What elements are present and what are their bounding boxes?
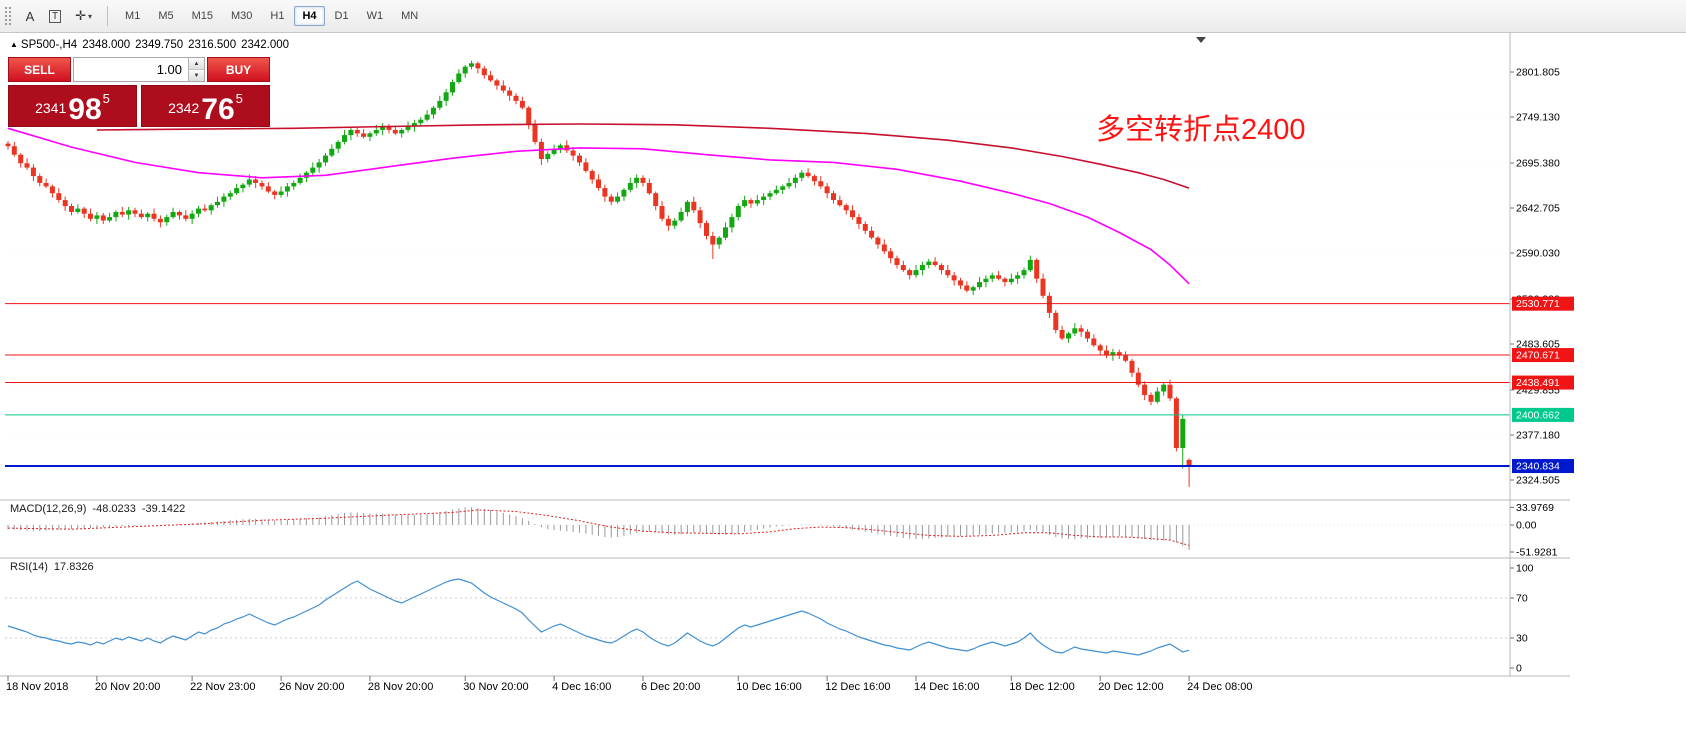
crosshair-tool-button[interactable]: ✛ ▾ <box>68 4 99 28</box>
ma-fast-line <box>7 127 1190 285</box>
chart-shift-marker[interactable] <box>1196 37 1206 43</box>
svg-text:2749.130: 2749.130 <box>1516 112 1560 124</box>
volume-input[interactable]: 1.00 ▲ ▼ <box>73 57 205 82</box>
ohlc-high: 2349.750 <box>135 39 184 51</box>
timeframe-h4-button[interactable]: H4 <box>294 6 325 26</box>
svg-text:4 Dec 16:00: 4 Dec 16:00 <box>552 681 611 693</box>
svg-text:2400.662: 2400.662 <box>1516 409 1560 421</box>
svg-text:18 Nov 2018: 18 Nov 2018 <box>6 681 68 693</box>
timeframe-h1-button[interactable]: H1 <box>262 6 292 26</box>
svg-text:0.00: 0.00 <box>1516 520 1537 532</box>
svg-text:70: 70 <box>1516 593 1528 605</box>
collapse-triangle-icon[interactable]: ▲ <box>10 40 18 49</box>
svg-text:2324.505: 2324.505 <box>1516 474 1560 486</box>
symbol-name: SP500-,H4 <box>20 39 78 51</box>
svg-text:2470.671: 2470.671 <box>1516 350 1560 362</box>
rsi-line <box>7 578 1190 656</box>
price-level-tag <box>1512 375 1574 390</box>
svg-text:12 Dec 16:00: 12 Dec 16:00 <box>825 681 890 693</box>
svg-text:22 Nov 23:00: 22 Nov 23:00 <box>190 681 255 693</box>
chevron-down-icon: ▾ <box>88 11 93 21</box>
toolbar-separator <box>107 6 109 26</box>
chart-text-annotation: 多空转折点2400 <box>1096 114 1306 146</box>
macd-indicator-label: MACD(12,26,9) -48.0233 -39.1422 <box>10 503 191 515</box>
svg-text:2642.705: 2642.705 <box>1516 202 1560 214</box>
timeframe-m15-button[interactable]: M15 <box>184 6 221 26</box>
svg-text:2801.805: 2801.805 <box>1516 67 1560 79</box>
ma-slow-line <box>96 123 1190 189</box>
volume-decrease-button[interactable]: ▼ <box>189 70 204 81</box>
svg-text:30: 30 <box>1516 633 1528 645</box>
svg-text:100: 100 <box>1516 563 1534 575</box>
svg-text:10 Dec 16:00: 10 Dec 16:00 <box>736 681 801 693</box>
macd-histogram <box>7 507 1190 550</box>
text-tool-icon: T <box>49 9 62 23</box>
svg-text:20 Dec 12:00: 20 Dec 12:00 <box>1098 681 1163 693</box>
svg-text:2438.491: 2438.491 <box>1516 377 1560 389</box>
timeframe-d1-button[interactable]: D1 <box>327 6 357 26</box>
bid-prefix: 2341 <box>35 100 67 116</box>
timeframe-m5-button[interactable]: M5 <box>150 6 181 26</box>
svg-text:28 Nov 20:00: 28 Nov 20:00 <box>368 681 433 693</box>
svg-text:24 Dec 08:00: 24 Dec 08:00 <box>1187 681 1252 693</box>
arrow-tool-button[interactable]: A <box>18 4 42 28</box>
macd-signal-line <box>7 509 1190 546</box>
svg-text:14 Dec 16:00: 14 Dec 16:00 <box>914 681 979 693</box>
timeframe-w1-button[interactable]: W1 <box>359 6 392 26</box>
ohlc-low: 2316.500 <box>188 39 237 51</box>
macd-value: -48.0233 <box>92 503 136 515</box>
bid-pip-digit: 5 <box>102 91 110 106</box>
macd-signal-value: -39.1422 <box>141 503 186 515</box>
symbol-ohlc-header: ▲ SP500-,H4 2348.000 2349.750 2316.500 2342.0… <box>10 39 294 51</box>
svg-text:18 Dec 12:00: 18 Dec 12:00 <box>1009 681 1074 693</box>
svg-text:6 Dec 20:00: 6 Dec 20:00 <box>641 681 700 693</box>
svg-text:2695.380: 2695.380 <box>1516 157 1560 169</box>
timeframe-m1-button[interactable]: M1 <box>117 6 148 26</box>
rsi-value: 17.8326 <box>53 561 94 573</box>
ohlc-open: 2348.000 <box>82 39 131 51</box>
ask-prefix: 2342 <box>168 100 200 116</box>
svg-text:30 Nov 20:00: 30 Nov 20:00 <box>463 681 528 693</box>
buy-button[interactable]: BUY <box>207 57 270 82</box>
svg-text:-51.9281: -51.9281 <box>1516 547 1558 559</box>
svg-text:2530.771: 2530.771 <box>1516 298 1560 310</box>
price-level-tag <box>1512 407 1574 422</box>
ask-big-digits: 76 <box>201 92 235 126</box>
text-tool-button[interactable]: T <box>42 4 68 28</box>
one-click-trading-panel: SELL 1.00 ▲ ▼ BUY 2341 98 5 2342 76 5 <box>8 57 270 127</box>
svg-text:2590.030: 2590.030 <box>1516 248 1560 260</box>
arrow-tool-icon: A <box>25 8 35 24</box>
timeframe-mn-button[interactable]: MN <box>393 6 426 26</box>
macd-name: MACD(12,26,9) <box>10 503 87 515</box>
price-level-tag <box>1512 459 1574 474</box>
price-level-tag <box>1512 296 1574 311</box>
ask-price-button[interactable]: 2342 76 5 <box>141 85 270 127</box>
bid-price-button[interactable]: 2341 98 5 <box>8 85 137 127</box>
rsi-indicator-label: RSI(14) 17.8326 <box>10 561 100 573</box>
svg-text:2377.180: 2377.180 <box>1516 429 1560 441</box>
rsi-name: RSI(14) <box>10 561 48 573</box>
volume-value[interactable]: 1.00 <box>156 62 182 77</box>
timeframe-m30-button[interactable]: M30 <box>223 6 260 26</box>
volume-increase-button[interactable]: ▲ <box>189 58 204 70</box>
sell-button[interactable]: SELL <box>8 57 71 82</box>
ohlc-close: 2342.000 <box>241 39 290 51</box>
toolbar-grip-icon[interactable] <box>4 6 13 26</box>
svg-text:33.9769: 33.9769 <box>1516 502 1554 514</box>
main-toolbar: A T ✛ ▾ M1 M5 M15 M30 H1 H4 D1 W1 MN <box>0 0 1686 33</box>
svg-text:2483.605: 2483.605 <box>1516 338 1560 350</box>
svg-text:26 Nov 20:00: 26 Nov 20:00 <box>279 681 344 693</box>
price-level-tag <box>1512 348 1574 363</box>
bid-big-digits: 98 <box>68 92 102 126</box>
svg-text:2340.834: 2340.834 <box>1516 461 1560 473</box>
ask-pip-digit: 5 <box>235 91 243 106</box>
crosshair-icon: ✛ <box>75 8 87 23</box>
svg-text:20 Nov 20:00: 20 Nov 20:00 <box>95 681 160 693</box>
svg-text:0: 0 <box>1516 663 1522 675</box>
